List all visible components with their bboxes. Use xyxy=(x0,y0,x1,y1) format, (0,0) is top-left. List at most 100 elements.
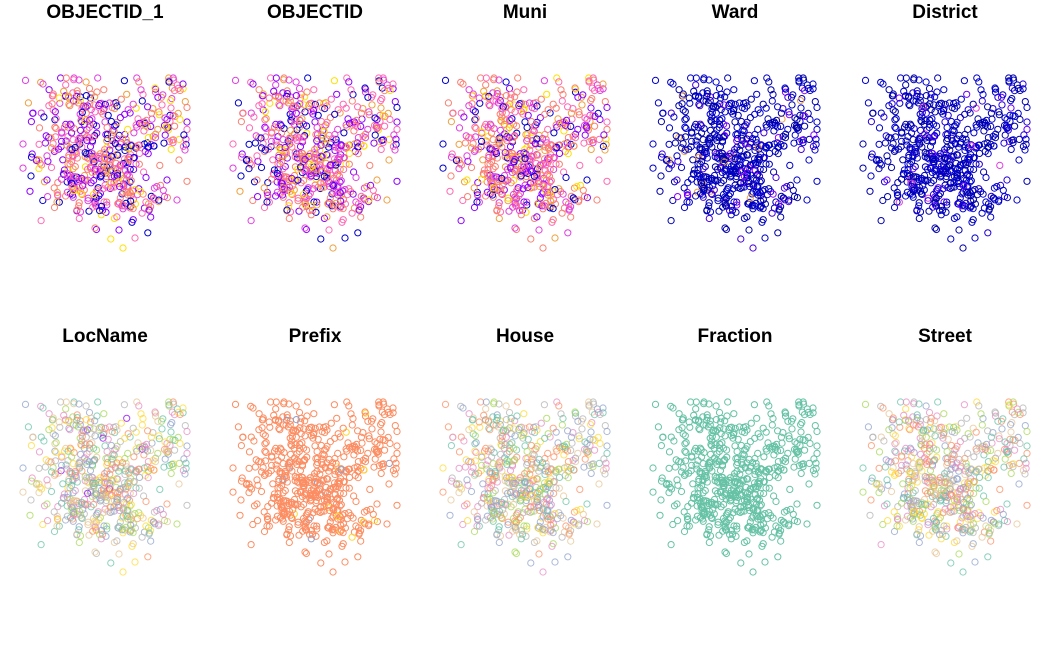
map-point xyxy=(506,116,514,124)
map-point xyxy=(127,142,135,150)
map-point xyxy=(509,190,518,199)
map-point xyxy=(321,139,329,147)
map-point xyxy=(180,131,188,139)
map-point xyxy=(80,120,88,128)
map-point xyxy=(510,101,518,109)
map-point xyxy=(464,157,472,165)
map-point xyxy=(675,86,683,94)
map-point xyxy=(887,163,896,172)
map-point xyxy=(181,146,189,154)
map-point xyxy=(89,203,97,211)
map-point xyxy=(760,165,768,174)
map-point xyxy=(505,408,514,417)
map-point xyxy=(301,224,309,232)
map-point xyxy=(746,194,754,202)
map-point xyxy=(121,110,129,118)
map-point xyxy=(773,123,782,131)
map-point xyxy=(316,179,324,187)
map-point xyxy=(554,141,563,149)
map-point xyxy=(26,187,34,195)
map-point xyxy=(482,192,490,200)
map-point xyxy=(154,93,162,101)
map-point xyxy=(52,115,60,123)
map-point xyxy=(119,244,127,252)
map-point xyxy=(313,198,321,206)
map-point xyxy=(156,485,164,493)
map-point xyxy=(306,207,314,215)
map-point xyxy=(554,115,562,123)
map-point xyxy=(254,517,262,525)
map-point xyxy=(142,173,150,182)
map-point xyxy=(963,90,971,98)
map-point xyxy=(383,196,391,204)
map-point xyxy=(651,76,660,85)
map-point xyxy=(867,172,875,180)
map-point xyxy=(94,398,102,406)
map-point xyxy=(544,188,552,196)
map-point xyxy=(975,149,984,157)
map-point xyxy=(753,90,761,98)
map-point xyxy=(488,191,497,199)
map-point xyxy=(386,115,394,124)
map-point xyxy=(260,508,268,516)
map-point xyxy=(971,234,979,242)
map-point xyxy=(334,170,342,178)
map-point xyxy=(671,139,680,147)
map-point xyxy=(292,109,300,117)
map-point xyxy=(517,202,526,210)
map-point xyxy=(449,109,457,117)
map-point xyxy=(385,156,393,164)
map-point xyxy=(603,442,611,450)
map-point xyxy=(733,137,741,145)
map-point xyxy=(765,160,773,168)
map-point xyxy=(285,538,293,547)
map-point xyxy=(181,470,189,478)
map-point xyxy=(875,124,884,132)
map-point xyxy=(317,117,325,126)
map-point xyxy=(791,114,799,122)
map-point xyxy=(805,156,813,164)
map-point xyxy=(493,90,501,98)
map-point xyxy=(377,421,385,429)
map-point xyxy=(361,196,369,204)
map-point xyxy=(499,182,507,190)
map-point xyxy=(570,142,578,150)
map-point xyxy=(111,139,119,147)
map-point xyxy=(813,118,821,126)
map-point xyxy=(478,128,486,136)
map-point xyxy=(283,90,291,98)
map-point xyxy=(261,146,269,154)
map-point xyxy=(705,214,713,223)
map-point xyxy=(53,198,61,206)
map-point xyxy=(710,120,718,128)
map-point xyxy=(490,97,498,105)
map-point xyxy=(262,115,270,123)
map-point xyxy=(144,150,152,158)
map-point xyxy=(313,447,321,456)
map-point xyxy=(467,163,476,172)
map-point xyxy=(169,74,177,82)
map-point xyxy=(538,135,547,143)
map-point xyxy=(276,102,284,110)
map-point xyxy=(71,143,79,152)
map-point xyxy=(103,137,111,145)
map-point xyxy=(665,140,673,148)
map-point xyxy=(127,177,135,185)
map-panel: Fraction xyxy=(649,326,821,576)
map-point xyxy=(313,123,321,132)
map-point xyxy=(348,421,356,429)
map-point xyxy=(107,166,115,174)
map-point xyxy=(539,244,547,252)
map-point xyxy=(70,97,78,105)
map-point xyxy=(523,447,531,456)
map-point xyxy=(307,108,315,116)
map-point xyxy=(55,94,63,102)
map-point xyxy=(254,193,262,201)
map-point xyxy=(575,111,583,119)
map-point xyxy=(325,178,333,186)
map-point xyxy=(375,78,383,86)
map-point xyxy=(677,163,686,172)
map-point xyxy=(161,438,169,446)
map-point xyxy=(877,217,885,225)
